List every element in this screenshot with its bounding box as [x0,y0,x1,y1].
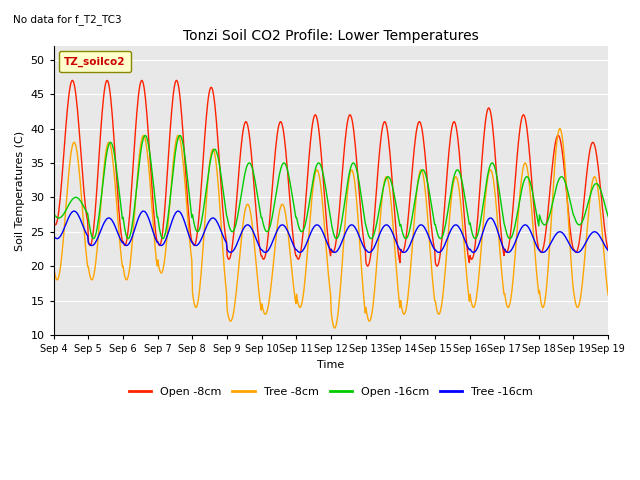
Tree -8cm [331,325,339,331]
Tree -8cm [244,202,252,207]
Tree -8cm [420,176,428,182]
Open -16cm [141,132,149,138]
Legend: Open -8cm, Tree -8cm, Open -16cm, Tree -16cm: Open -8cm, Tree -8cm, Open -16cm, Tree -… [124,383,538,402]
Open -8cm [218,189,225,194]
Open -8cm [390,195,397,201]
Tree -16cm [604,248,612,253]
Open -16cm [367,236,375,241]
Tree -16cm [420,224,428,229]
Line: Tree -16cm: Tree -16cm [54,211,608,252]
Open -8cm [68,77,76,83]
Tree -8cm [217,216,225,221]
Open -16cm [604,214,612,219]
Line: Tree -8cm: Tree -8cm [54,129,608,328]
Tree -8cm [604,292,612,298]
Title: Tonzi Soil CO2 Profile: Lower Temperatures: Tonzi Soil CO2 Profile: Lower Temperatur… [183,29,479,43]
Open -16cm [218,175,225,181]
Open -16cm [245,160,253,166]
Tree -8cm [556,126,564,132]
Open -16cm [390,188,397,194]
Open -8cm [364,263,371,269]
Open -16cm [266,224,274,230]
Tree -8cm [265,298,273,304]
Tree -16cm [266,245,274,251]
X-axis label: Time: Time [317,360,344,370]
Tree -16cm [218,229,225,235]
Open -16cm [115,186,123,192]
Tree -16cm [50,233,58,239]
Open -8cm [266,216,274,221]
Tree -16cm [540,250,547,255]
Tree -8cm [115,227,123,233]
Open -8cm [116,215,124,220]
Tree -16cm [245,222,253,228]
Text: No data for f_T2_TC3: No data for f_T2_TC3 [13,14,122,25]
Tree -8cm [389,218,397,224]
Y-axis label: Soil Temperatures (C): Soil Temperatures (C) [15,131,25,251]
Tree -8cm [50,264,58,270]
Open -8cm [604,247,612,252]
Line: Open -16cm: Open -16cm [54,135,608,239]
Open -8cm [245,129,253,135]
Open -16cm [420,169,428,175]
Line: Open -8cm: Open -8cm [54,80,608,266]
Tree -16cm [389,230,397,236]
Tree -16cm [116,234,124,240]
Open -8cm [50,218,58,224]
Open -16cm [50,211,58,216]
Tree -16cm [70,208,78,214]
Open -8cm [420,146,428,152]
